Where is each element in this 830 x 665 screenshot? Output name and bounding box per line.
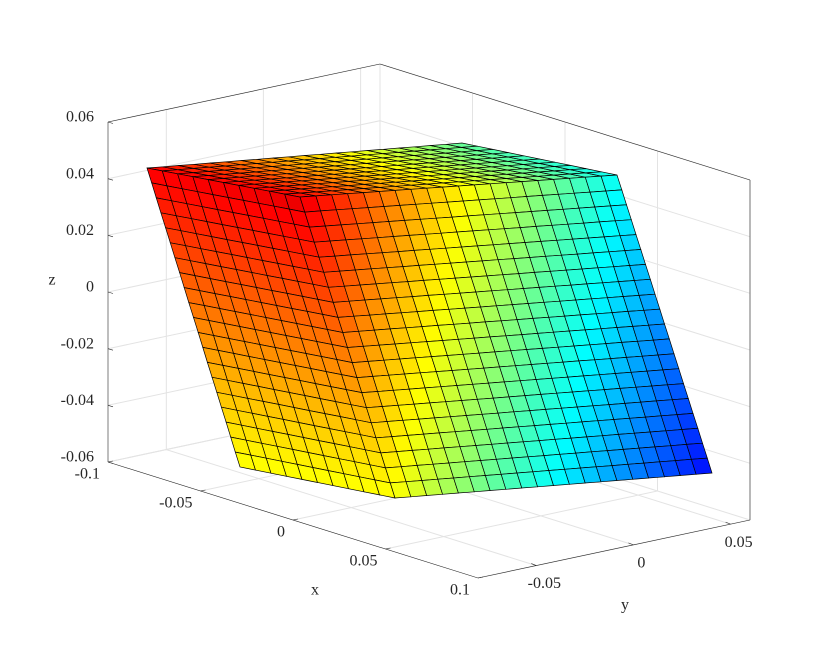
x-tick: [385, 547, 391, 550]
surface: [146, 142, 713, 499]
y-tick-label: -0.05: [528, 575, 561, 592]
y-axis-label: y: [621, 597, 629, 614]
z-tick: [107, 235, 114, 238]
y-tick: [725, 521, 731, 525]
z-tick-label: -0.06: [61, 449, 94, 466]
z-tick-label: -0.02: [61, 335, 94, 352]
z-tick: [107, 178, 114, 181]
x-tick: [477, 576, 484, 579]
axis-frame: [107, 63, 381, 123]
z-axis-label: z: [48, 272, 55, 289]
y-tick-label: 0.05: [725, 534, 753, 551]
grid-line: [107, 120, 751, 238]
y-tick-label: 0: [637, 555, 645, 572]
y-tick: [531, 563, 537, 566]
z-tick-label: 0.06: [66, 109, 94, 126]
z-tick-label: 0.02: [66, 222, 94, 239]
x-tick: [200, 489, 206, 492]
x-tick-label: -0.05: [159, 495, 192, 512]
z-tick: [107, 291, 114, 294]
x-axis-label: x: [311, 582, 319, 599]
z-tick-label: 0.04: [66, 165, 94, 182]
z-tick: [107, 348, 114, 351]
x-tick: [107, 460, 114, 463]
surface-cell: [690, 457, 713, 475]
x-tick: [292, 518, 299, 521]
axis-frame: [477, 519, 751, 579]
z-tick-label: 0: [86, 279, 94, 296]
axis-frame: [379, 63, 751, 181]
z-tick-label: -0.04: [61, 392, 94, 409]
x-tick-label: -0.1: [75, 466, 100, 483]
x-tick-label: 0: [277, 524, 285, 541]
z-tick: [107, 461, 114, 464]
z-tick: [107, 121, 114, 124]
x-tick-label: 0.1: [450, 582, 470, 599]
y-tick: [628, 542, 634, 546]
z-tick: [107, 405, 114, 408]
x-tick-label: 0.05: [350, 553, 378, 570]
